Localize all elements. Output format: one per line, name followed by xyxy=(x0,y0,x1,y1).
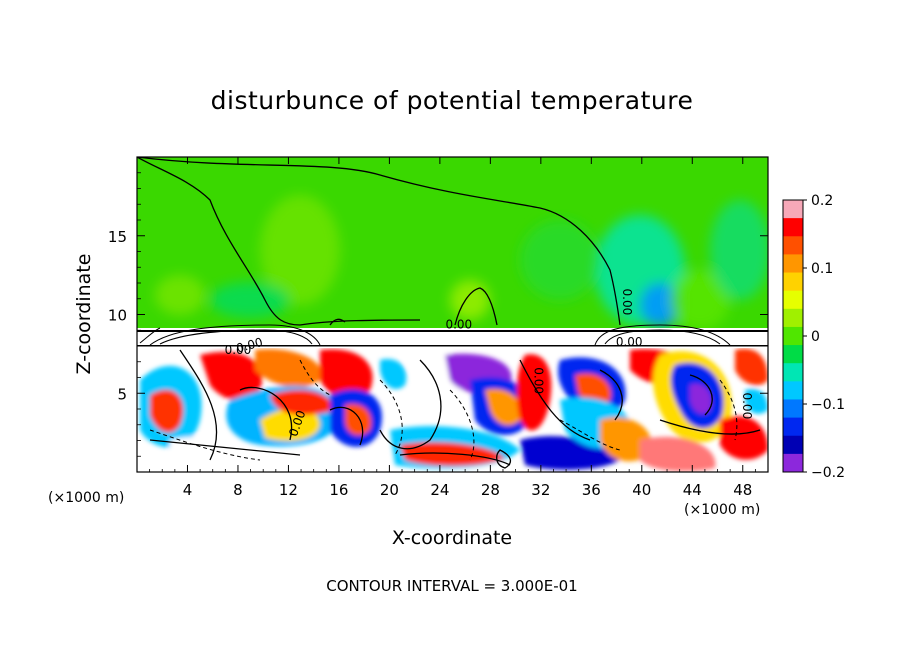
upper-field-patches xyxy=(155,195,768,330)
x-axis-label-text: X-coordinate xyxy=(391,527,513,549)
x-tick-label: 48 xyxy=(733,481,752,499)
colorbar-segment xyxy=(783,417,803,437)
colorbar-segment xyxy=(783,399,803,419)
x-tick-label: 32 xyxy=(531,481,550,499)
x-tick-label: 4 xyxy=(183,481,193,499)
x-axis-label: X-coordinate xyxy=(0,527,904,549)
chart-title: disturbunce of potential temperature xyxy=(210,86,694,115)
colorbar-segment xyxy=(783,363,803,382)
x-tick-label: 44 xyxy=(683,481,702,499)
colorbar-segment xyxy=(783,236,803,255)
x-tick-label: 16 xyxy=(329,481,348,499)
boundary-band xyxy=(137,328,768,348)
y-axis: 5 10 15 xyxy=(108,172,768,457)
y-axis-label: Z-coordinate xyxy=(73,253,95,375)
contour-lines-negative xyxy=(149,359,738,461)
contour-interval-note: CONTOUR INTERVAL = 3.000E-01 xyxy=(326,577,578,595)
contour-lines xyxy=(137,157,761,469)
contour-label: 0.00 xyxy=(740,392,754,419)
contour-label: 0.00 xyxy=(616,335,643,349)
colorbar-segment xyxy=(783,254,803,274)
colorbar-tick-label: 0.2 xyxy=(811,193,833,209)
x-tick-label: 40 xyxy=(632,481,651,499)
heatmap-field xyxy=(137,157,768,472)
contour-labels: 0.000.000.000.000.000.000.000.00 xyxy=(225,289,754,439)
lower-field-blobs xyxy=(140,348,768,472)
y-tick-label: 15 xyxy=(108,228,127,246)
contour-label: 0.00 xyxy=(532,367,546,394)
colorbar-segment xyxy=(783,435,803,455)
contour-label: 0.00 xyxy=(445,318,472,332)
x-axis-unit-right: (×1000 m) xyxy=(684,502,761,518)
x-tick-label: 8 xyxy=(233,481,243,499)
colorbar-tick-label: −0.2 xyxy=(811,465,845,481)
colorbar-segment xyxy=(783,290,803,310)
colorbar-segment xyxy=(783,326,803,346)
contour-label: 0.00 xyxy=(225,343,252,357)
colorbar-segment xyxy=(783,218,803,237)
x-tick-label: 28 xyxy=(481,481,500,499)
colorbar-segment xyxy=(783,272,803,292)
colorbar-segment xyxy=(783,345,803,364)
colorbar: 0.2 0.1 0 −0.1 −0.2 xyxy=(782,193,845,481)
colorbar-tick-label: 0.1 xyxy=(811,261,833,277)
x-axis-unit-left: (×1000 m) xyxy=(48,490,125,506)
x-tick-label: 12 xyxy=(279,481,298,499)
colorbar-tick-label: −0.1 xyxy=(811,397,845,413)
colorbar-tick-label: 0 xyxy=(811,329,820,345)
colorbar-segment xyxy=(783,200,803,219)
contour-label: 0.00 xyxy=(235,335,264,355)
x-tick-label: 24 xyxy=(430,481,449,499)
y-tick-label: 10 xyxy=(108,307,127,325)
x-axis: 4 8 12 16 20 24 28 32 36 40 44 48 xyxy=(149,157,756,499)
contour-label: 0.00 xyxy=(620,289,634,316)
x-tick-label: 36 xyxy=(582,481,601,499)
colorbar-segment xyxy=(783,453,803,473)
x-tick-label: 20 xyxy=(380,481,399,499)
colorbar-segment xyxy=(783,381,803,400)
y-tick-label: 5 xyxy=(117,385,127,403)
colorbar-segment xyxy=(783,308,803,328)
